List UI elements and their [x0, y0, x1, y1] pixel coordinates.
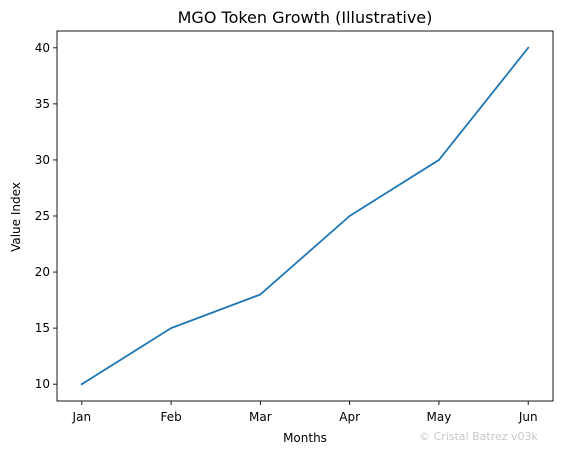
y-tick-label: 35: [35, 97, 50, 111]
y-tick-label: 15: [35, 321, 50, 335]
y-tick-label: 10: [35, 377, 50, 391]
watermark-text: © Cristal Batrez v03k: [419, 430, 538, 443]
y-tick-label: 25: [35, 209, 50, 223]
y-axis-label: Value Index: [9, 182, 23, 252]
data-point: [170, 327, 172, 330]
x-tick-label: May: [427, 410, 452, 424]
x-tick-label: Jan: [72, 410, 92, 424]
y-tick-label: 30: [35, 153, 50, 167]
series-group: [80, 46, 530, 386]
series-line: [80, 46, 530, 386]
data-point: [438, 159, 440, 161]
y-axis-ticks: 10 15 20 25 30 35 40: [35, 41, 57, 391]
x-tick-label: Mar: [249, 410, 272, 424]
x-axis-ticks: Jan Feb Mar Apr May Jun: [72, 401, 538, 424]
data-point: [80, 383, 83, 386]
data-point: [259, 293, 262, 296]
plot-frame: [56, 30, 554, 402]
y-tick-label: 40: [35, 41, 50, 55]
data-point: [348, 215, 351, 217]
data-point: [527, 46, 530, 49]
chart-title: MGO Token Growth (Illustrative): [178, 8, 433, 27]
x-axis-label: Months: [283, 431, 327, 445]
x-tick-label: Jun: [518, 410, 538, 424]
x-tick-label: Apr: [339, 410, 360, 424]
y-tick-label: 20: [35, 265, 50, 279]
x-tick-label: Feb: [160, 410, 181, 424]
